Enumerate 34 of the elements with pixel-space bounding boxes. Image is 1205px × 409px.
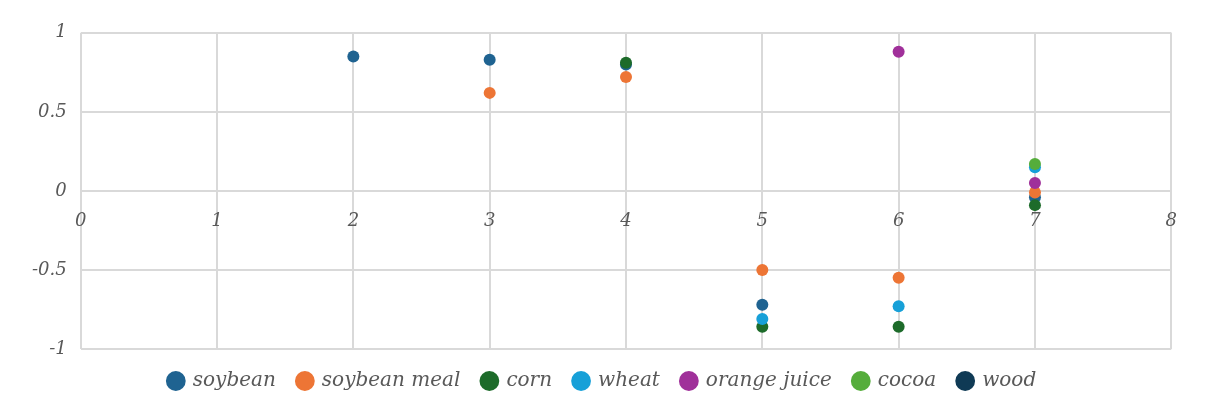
y-tick-label: -0.5 — [31, 257, 67, 279]
y-tick-label: 0.5 — [38, 99, 67, 121]
x-tick-label: 7 — [1029, 209, 1042, 231]
legend-label: soybean meal — [321, 367, 461, 392]
legend-label: soybean — [192, 367, 276, 392]
point — [1028, 199, 1041, 212]
point — [756, 263, 769, 276]
x-tick-label: 8 — [1165, 209, 1177, 231]
x-tick-label: 5 — [756, 209, 769, 231]
x-tick-label: 4 — [619, 209, 632, 231]
legend-label: wood — [982, 367, 1037, 392]
legend-label: orange juice — [705, 367, 832, 392]
x-tick-label: 2 — [346, 209, 360, 231]
point — [892, 271, 905, 284]
point — [483, 53, 496, 66]
point — [483, 86, 496, 99]
point — [1028, 177, 1041, 189]
point — [892, 300, 905, 313]
x-tick-label: 6 — [892, 209, 905, 231]
legend-label: wheat — [598, 367, 661, 392]
y-tick-label: 0 — [55, 178, 67, 200]
x-tick-label: 3 — [483, 209, 496, 231]
point — [892, 320, 905, 333]
point — [619, 71, 632, 84]
legend-label: corn — [506, 367, 553, 392]
x-tick-label: 1 — [211, 209, 223, 231]
point — [892, 45, 905, 58]
legend-label: cocoa — [877, 367, 937, 392]
point — [756, 312, 769, 325]
y-tick-label: -1 — [49, 336, 67, 358]
point — [347, 50, 360, 63]
point — [756, 298, 769, 311]
x-tick-label: 0 — [74, 209, 87, 231]
y-tick-label: 1 — [55, 20, 67, 42]
